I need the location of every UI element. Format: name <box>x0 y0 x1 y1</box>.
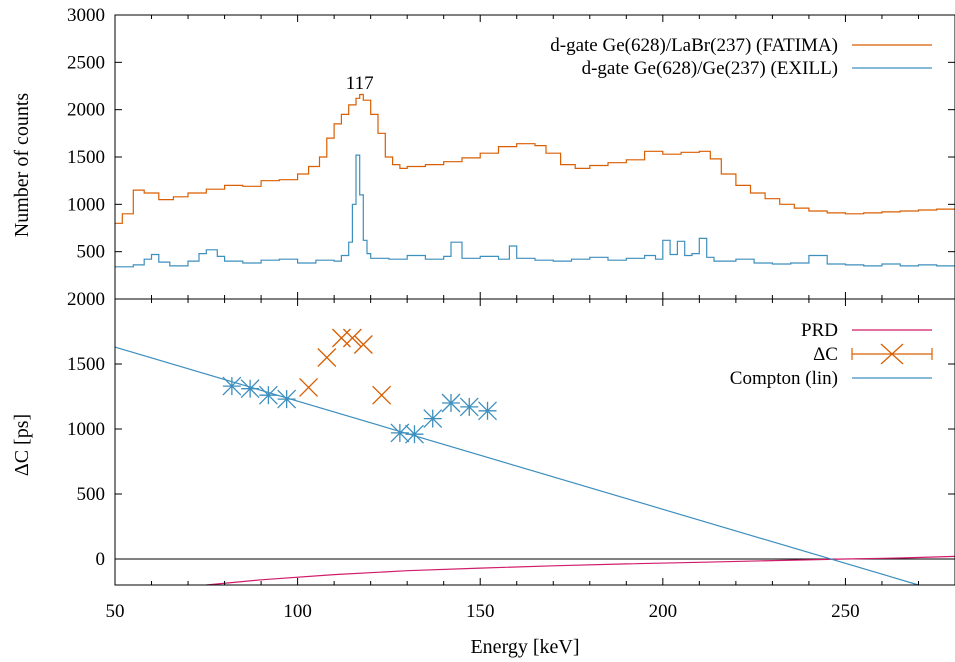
bottom-legend-label-0: PRD <box>801 320 838 341</box>
top-legend-label-0: d-gate Ge(628)/LaBr(237) (FATIMA) <box>550 35 838 56</box>
bottom-ytick-label-1: 500 <box>77 484 106 505</box>
bottom-point-3-4 <box>390 423 410 443</box>
top-ytick-label-2: 2000 <box>67 100 105 121</box>
bottom-point-3-2 <box>258 385 278 405</box>
bottom-point-3-3 <box>277 389 297 409</box>
top-legend-label-1: d-gate Ge(628)/Ge(237) (EXILL) <box>582 58 838 79</box>
top-panel: 3000 2500 2000 1500 1000 500 117 d-gate Ge(62… <box>11 5 955 300</box>
top-series-group <box>115 93 955 268</box>
bottom-point-3-5 <box>405 424 424 444</box>
xtick-label-4: 250 <box>831 601 860 622</box>
peak-annotation: 117 <box>346 73 374 94</box>
bottom-panel: 0 500 1000 1500 2000 50 100 150 200 250 PRD ΔC Comp… <box>11 289 955 658</box>
bottom-ytick-label-2: 1000 <box>67 419 105 440</box>
bottom-series-group <box>114 328 955 586</box>
bottom-ytick-label-0: 0 <box>96 549 106 570</box>
xtick-label-3: 200 <box>649 601 678 622</box>
bottom-series-line-0 <box>206 555 955 586</box>
bottom-ytick-label-4: 2000 <box>67 289 105 310</box>
bottom-point-1-5 <box>372 385 392 405</box>
top-series-line-0 <box>115 93 955 224</box>
top-ytick-label-4: 1000 <box>67 194 105 215</box>
bottom-ytick-label-3: 1500 <box>67 354 105 375</box>
bottom-legend-label-1: ΔC <box>813 344 838 365</box>
top-ytick-label-5: 500 <box>77 242 106 263</box>
top-ylabel: Number of counts <box>11 93 33 238</box>
bottom-point-3-6 <box>423 409 443 429</box>
xtick-label-0: 50 <box>106 601 125 622</box>
bottom-point-3-0 <box>222 376 242 396</box>
top-ytick-label-3: 1500 <box>67 147 105 168</box>
top-ytick-label-1: 2500 <box>67 52 105 73</box>
bottom-point-3-7 <box>441 393 461 413</box>
bottom-point-1-1 <box>317 348 337 367</box>
top-series-line-1 <box>115 154 955 268</box>
bottom-point-3-1 <box>240 379 260 399</box>
xtick-label-1: 100 <box>283 601 312 622</box>
bottom-legend-label-2: Compton (lin) <box>730 368 838 389</box>
xtick-label-2: 150 <box>466 601 495 622</box>
bottom-frame <box>114 298 955 586</box>
bottom-legend: PRD ΔC Compton (lin) <box>730 320 933 389</box>
bottom-point-3-9 <box>478 401 497 421</box>
bottom-ylabel: ΔC [ps] <box>11 414 33 476</box>
top-ytick-label-0: 3000 <box>67 5 105 26</box>
bottom-point-1-2 <box>331 328 351 348</box>
bottom-point-1-3 <box>342 328 362 348</box>
xlabel: Energy [keV] <box>470 636 579 658</box>
bottom-point-1-0 <box>299 377 319 397</box>
bottom-point-1-4 <box>353 335 373 354</box>
bottom-axes: 0 500 1000 1500 2000 50 100 150 200 250 <box>67 289 955 622</box>
bottom-point-3-8 <box>459 397 479 417</box>
bottom-legend-x2-1 <box>880 343 904 365</box>
top-legend: d-gate Ge(628)/LaBr(237) (FATIMA)d-gate … <box>550 35 932 79</box>
